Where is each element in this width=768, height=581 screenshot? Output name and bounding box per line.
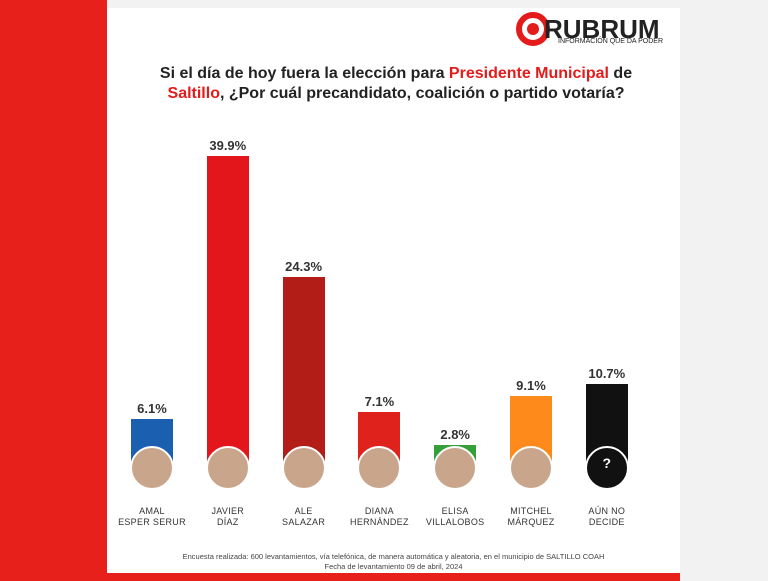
- candidate-photo: [205, 446, 250, 490]
- title-part: , ¿Por cuál precandidato, coalición o pa…: [219, 85, 625, 102]
- logo-tagline: INFORMACIÓN QUE DA PODER: [558, 38, 664, 45]
- title-highlight: Saltillo: [167, 85, 220, 102]
- value-label: 6.1%: [137, 401, 167, 417]
- bar: [206, 155, 249, 467]
- category-label: AÚN NO DECIDE: [588, 506, 626, 527]
- title-part: Si el día de hoy fuera la elección para: [159, 65, 445, 82]
- category-label: MITCHEL MÁRQUEZ: [507, 506, 555, 527]
- footer-note: Encuesta realizada: 600 levantamientos, …: [182, 552, 605, 561]
- logo-dot: [527, 23, 539, 35]
- category-label: AMAL ESPER SERUR: [118, 506, 186, 527]
- bottom-band: [107, 573, 680, 581]
- bar: [282, 277, 325, 467]
- category-label: ELISA VILLALOBOS: [425, 506, 485, 527]
- value-label: 39.9%: [209, 137, 247, 153]
- category-label: JAVIER DÍAZ: [211, 506, 245, 527]
- chart-title: Si el día de hoy fuera la elección para …: [120, 64, 672, 104]
- candidate-photo: [130, 446, 174, 490]
- value-label: 10.7%: [588, 365, 626, 381]
- logo-ring: [516, 12, 550, 46]
- logo-name: RUBRUM: [544, 14, 660, 44]
- candidate-photo: [281, 446, 326, 490]
- candidate-photo: [433, 446, 478, 490]
- title-part: de: [613, 65, 633, 82]
- title-highlight: Presidente Municipal: [448, 65, 609, 82]
- unknown-marker: ?: [602, 455, 612, 471]
- value-label: 24.3%: [285, 259, 323, 275]
- footer-date: Fecha de levantamiento 09 de abril, 2024: [324, 562, 463, 571]
- candidate-photo: [584, 446, 629, 490]
- candidate-photo: [357, 446, 402, 490]
- value-label: 2.8%: [440, 427, 470, 443]
- candidate-photo: [509, 446, 553, 490]
- value-label: 9.1%: [516, 378, 546, 394]
- side-band: [0, 0, 107, 581]
- category-label: DIANA HERNÁNDEZ: [350, 506, 409, 527]
- value-label: 7.1%: [364, 393, 395, 409]
- category-label: ALE SALAZAR: [282, 506, 326, 527]
